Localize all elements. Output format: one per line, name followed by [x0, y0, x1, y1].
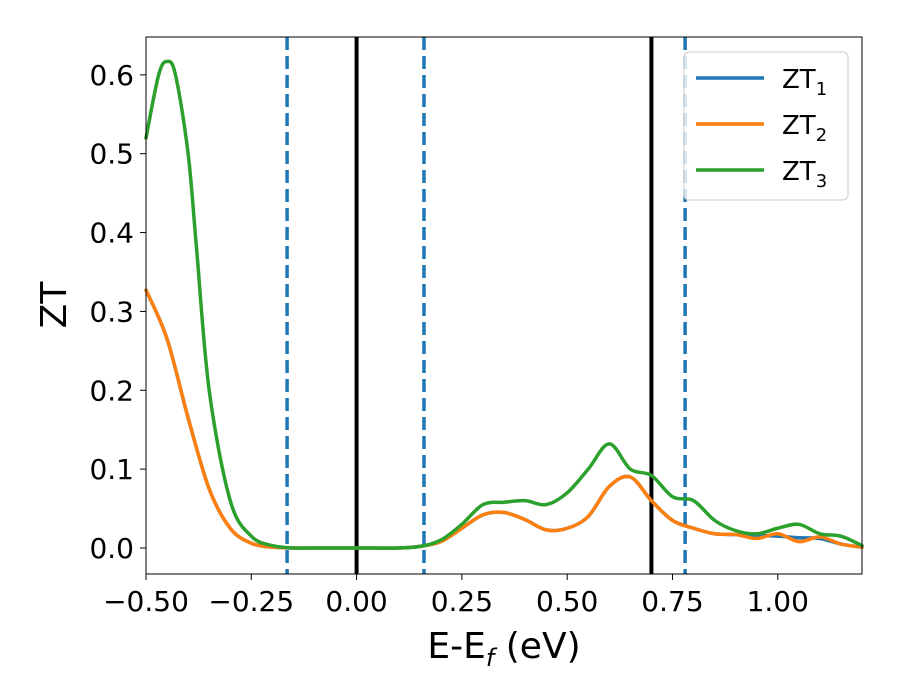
y-axis-ticks: 0.0 0.1 0.2 0.3 0.4 0.5 0.6 [89, 59, 146, 565]
y-tick-label: 0.1 [89, 453, 134, 486]
legend-entries: ZT1 ZT2 ZT3 [696, 65, 827, 192]
y-tick-label: 0.0 [89, 532, 134, 565]
series-line-zt1 [144, 288, 864, 550]
y-tick-label: 0.2 [89, 374, 134, 407]
x-axis-ticks: −0.50 −0.25 0.00 0.25 0.50 0.75 1.00 [103, 574, 809, 618]
legend-label-zt3: ZT3 [782, 157, 827, 192]
y-tick-label: 0.6 [89, 59, 134, 92]
x-tick-label: 1.00 [747, 585, 809, 618]
y-tick-label: 0.3 [89, 295, 134, 328]
legend-label-zt1: ZT1 [782, 65, 827, 100]
series-lines [144, 59, 864, 550]
x-axis-title-main: E-E [427, 626, 485, 667]
x-tick-label: 0.75 [641, 585, 703, 618]
legend-box [683, 51, 849, 201]
x-tick-label: 0.25 [431, 585, 493, 618]
legend-label-zt2: ZT2 [782, 111, 827, 146]
x-axis-title: E-Ef (eV) [427, 626, 580, 672]
x-tick-label: −0.50 [103, 585, 189, 618]
y-tick-label: 0.5 [89, 138, 134, 171]
series-line-zt3 [144, 59, 864, 550]
x-tick-label: 0.50 [536, 585, 598, 618]
x-axis-title-unit: (eV) [494, 626, 580, 667]
y-tick-label: 0.4 [89, 217, 134, 250]
legend: ZT1 ZT2 ZT3 [683, 51, 849, 201]
plot-frame [145, 36, 863, 575]
x-tick-label: 0.00 [325, 585, 387, 618]
series-line-zt2 [144, 288, 864, 550]
x-tick-label: −0.25 [208, 585, 294, 618]
reference-lines [285, 37, 687, 574]
y-axis-title: ZT [34, 281, 75, 329]
